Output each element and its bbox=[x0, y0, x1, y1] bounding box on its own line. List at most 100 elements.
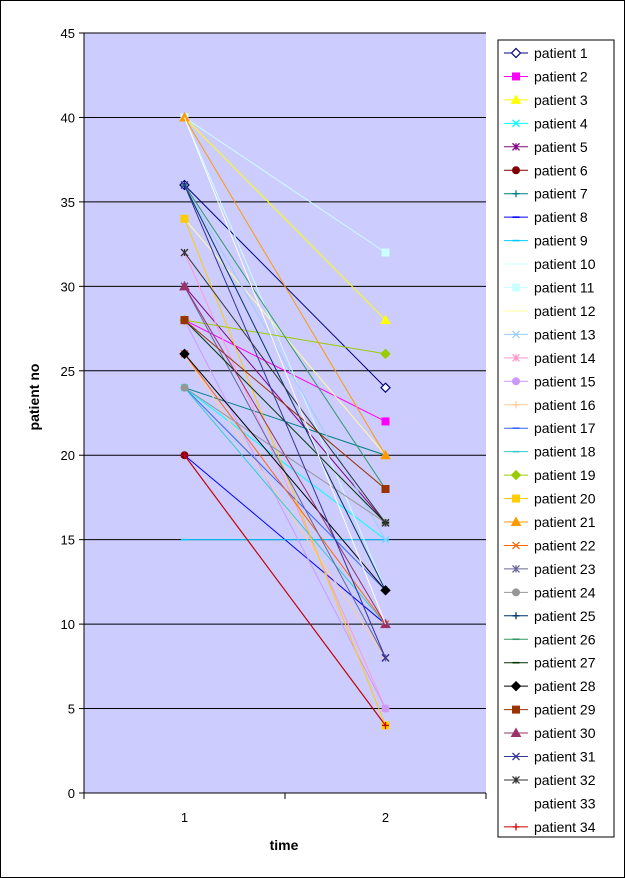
legend-item: patient 13 bbox=[504, 326, 596, 342]
y-axis-title: patient no bbox=[26, 364, 42, 431]
data-point bbox=[380, 348, 391, 360]
legend-marker bbox=[512, 775, 520, 784]
legend-marker bbox=[512, 541, 520, 550]
legend-item: patient 24 bbox=[504, 584, 596, 600]
legend-label: patient 11 bbox=[534, 280, 595, 296]
data-point bbox=[382, 721, 389, 729]
data-point bbox=[180, 214, 189, 223]
legend-label: patient 4 bbox=[534, 115, 588, 131]
legend-marker bbox=[512, 612, 520, 620]
data-point bbox=[381, 248, 390, 257]
x-tick-label: 1 bbox=[181, 810, 188, 825]
series-line bbox=[184, 387, 386, 541]
data-point bbox=[380, 314, 391, 325]
series-line bbox=[184, 353, 386, 591]
legend-marker bbox=[512, 353, 520, 362]
y-tick-label: 45 bbox=[61, 26, 75, 41]
data-point bbox=[180, 316, 189, 325]
legend-item: patient 23 bbox=[504, 561, 596, 577]
legend-label: patient 18 bbox=[534, 444, 596, 460]
legend-marker bbox=[512, 190, 520, 198]
series-line bbox=[184, 184, 386, 540]
legend-label: patient 13 bbox=[534, 326, 596, 342]
legend-label: patient 10 bbox=[534, 256, 596, 272]
legend-item: patient 11 bbox=[504, 280, 595, 296]
series-line bbox=[184, 286, 386, 625]
legend-item: patient 31 bbox=[504, 749, 596, 765]
legend-marker bbox=[510, 469, 522, 481]
legend-label: patient 30 bbox=[534, 725, 596, 741]
legend-marker bbox=[512, 283, 520, 292]
y-tick-label: 15 bbox=[61, 533, 75, 548]
axes bbox=[79, 32, 487, 799]
data-point bbox=[181, 451, 188, 459]
legend-item: patient 6 bbox=[504, 162, 588, 178]
legend-label: patient 33 bbox=[534, 795, 596, 811]
data-point bbox=[180, 248, 189, 257]
legend-marker bbox=[510, 516, 522, 526]
legend-label: patient 23 bbox=[534, 561, 596, 577]
legend-marker bbox=[512, 823, 520, 831]
legend-marker bbox=[512, 752, 520, 761]
legend-label: patient 15 bbox=[534, 373, 596, 389]
legend-label: patient 14 bbox=[534, 350, 596, 366]
legend-item: patient 9 bbox=[504, 233, 588, 249]
data-point bbox=[179, 111, 190, 122]
legend-item: patient 25 bbox=[504, 608, 596, 624]
legend-label: patient 21 bbox=[534, 514, 596, 530]
legend-label: patient 9 bbox=[534, 233, 588, 249]
series-21 bbox=[179, 111, 391, 460]
legend-item: patient 21 bbox=[504, 514, 596, 530]
legend-marker bbox=[512, 377, 520, 386]
data-point bbox=[180, 181, 189, 189]
series-line bbox=[184, 117, 386, 253]
legend-marker bbox=[512, 142, 520, 151]
legend-item: patient 26 bbox=[504, 631, 596, 647]
legend-label: patient 8 bbox=[534, 209, 588, 225]
legend-label: patient 6 bbox=[534, 162, 588, 178]
legend-marker bbox=[512, 72, 520, 81]
legend-item: patient 32 bbox=[504, 772, 596, 788]
legend-label: patient 25 bbox=[534, 608, 596, 624]
legend-label: patient 5 bbox=[534, 139, 588, 155]
series-10 bbox=[184, 117, 386, 591]
data-point bbox=[381, 485, 390, 493]
legend-label: patient 22 bbox=[534, 537, 596, 553]
legend-item: patient 18 bbox=[504, 444, 596, 460]
data-point bbox=[381, 653, 390, 662]
legend-marker bbox=[512, 330, 520, 339]
legend-label: patient 16 bbox=[534, 397, 596, 413]
series-line bbox=[184, 387, 386, 625]
legend-label: patient 32 bbox=[534, 772, 596, 788]
legend-item: patient 30 bbox=[504, 725, 596, 741]
legend-label: patient 17 bbox=[534, 420, 596, 436]
legend-marker bbox=[512, 564, 520, 573]
x-tick-label: 2 bbox=[382, 810, 389, 825]
y-tick-label: 25 bbox=[61, 364, 75, 379]
legend-label: patient 2 bbox=[534, 68, 588, 84]
series-line bbox=[184, 184, 386, 659]
data-point bbox=[179, 348, 190, 360]
legend-item: patient 3 bbox=[504, 92, 588, 108]
data-point bbox=[381, 417, 390, 426]
series-lines bbox=[179, 111, 391, 730]
legend-item: patient 27 bbox=[504, 655, 596, 671]
series-31 bbox=[180, 181, 390, 662]
legend-item: patient 19 bbox=[504, 467, 596, 483]
data-point bbox=[381, 704, 390, 713]
legend-marker bbox=[510, 727, 522, 738]
legend-label: patient 1 bbox=[534, 45, 588, 61]
legend-item: patient 8 bbox=[504, 209, 588, 225]
legend-label: patient 34 bbox=[534, 819, 596, 835]
series-line bbox=[184, 117, 386, 591]
series-line bbox=[184, 454, 386, 726]
legend-label: patient 3 bbox=[534, 92, 588, 108]
legend-item: patient 34 bbox=[504, 819, 596, 835]
tick-labels: 0 5 10 15 20 25 30 35 40 45 1 2 bbox=[61, 26, 390, 825]
legend-marker bbox=[512, 119, 520, 128]
legend-marker bbox=[510, 47, 522, 59]
legend-item: patient 14 bbox=[504, 350, 596, 366]
legend-label: patient 28 bbox=[534, 678, 596, 694]
